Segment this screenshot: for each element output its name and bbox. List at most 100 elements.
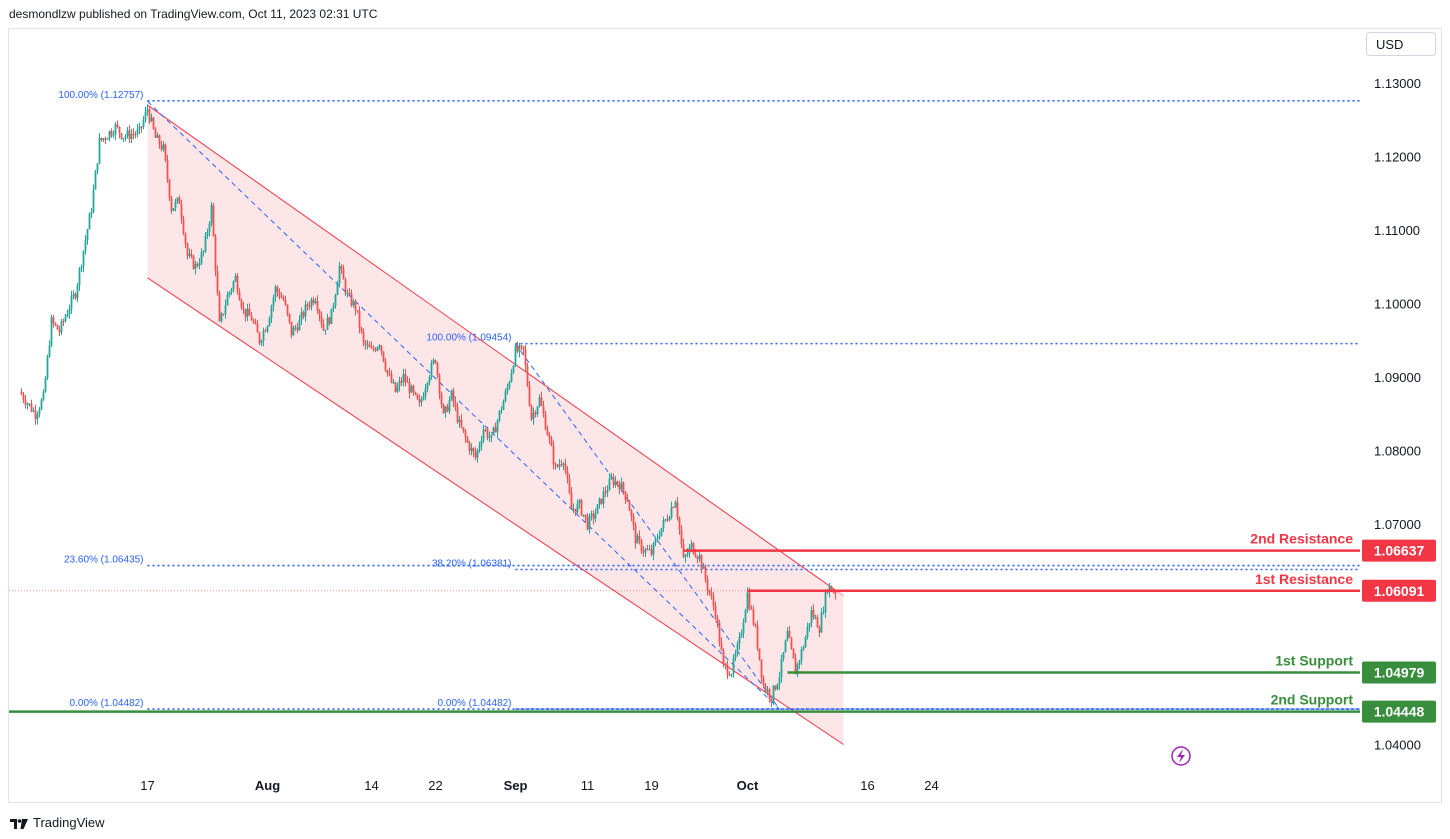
- candle-body: [392, 382, 395, 384]
- candle-body: [130, 134, 133, 140]
- candle-body: [86, 229, 89, 241]
- candle-body: [498, 410, 501, 421]
- candle-body: [312, 299, 315, 304]
- candle-body: [84, 240, 87, 251]
- candle-body: [302, 312, 305, 317]
- x-tick-label: 16: [860, 778, 874, 793]
- candle-body: [558, 464, 561, 467]
- candle-body: [270, 306, 273, 319]
- candle-body: [480, 440, 483, 446]
- x-tick-label: 17: [140, 778, 154, 793]
- candle-body: [482, 429, 485, 441]
- event-marker[interactable]: [1171, 746, 1191, 766]
- candle-body: [118, 126, 121, 134]
- candle-body: [196, 264, 199, 266]
- candle-body: [502, 401, 505, 410]
- candle-body: [300, 312, 303, 320]
- candle-body: [420, 399, 423, 403]
- candle-body: [24, 400, 27, 405]
- candle-body: [504, 391, 507, 402]
- price-badge-resistance: [1362, 539, 1436, 562]
- tradingview-logo-icon: [10, 817, 28, 829]
- candle-body: [538, 397, 541, 407]
- candle-body: [602, 491, 605, 504]
- candle-body: [684, 555, 687, 557]
- candle-body: [622, 482, 625, 492]
- level-label: 1st Resistance: [1255, 571, 1353, 587]
- y-tick-label: 1.08000: [1374, 444, 1421, 459]
- candle-body: [464, 430, 467, 438]
- candle-body: [736, 643, 739, 654]
- candle-body: [658, 535, 661, 539]
- candle-body: [226, 294, 229, 306]
- candle-body: [578, 500, 581, 504]
- candle-body: [158, 135, 161, 145]
- candle-body: [536, 406, 539, 415]
- candle-body: [398, 380, 401, 387]
- candle-body: [540, 397, 543, 406]
- candle-body: [692, 542, 695, 554]
- candle-body: [328, 317, 331, 324]
- candle-body: [262, 330, 265, 341]
- candle-body: [284, 299, 287, 305]
- currency-button[interactable]: USD: [1366, 32, 1436, 56]
- candle-body: [614, 481, 617, 485]
- x-tick-label: 22: [428, 778, 442, 793]
- candle-body: [670, 507, 673, 518]
- candle-body: [376, 347, 379, 351]
- candle-body: [60, 320, 63, 333]
- candle-body: [330, 308, 333, 324]
- fib-level-label-2: 23.60% (1.06435): [64, 555, 144, 566]
- y-tick-label: 1.09000: [1374, 370, 1421, 385]
- candle-body: [282, 297, 285, 300]
- candle-body: [726, 665, 729, 675]
- candle-body: [128, 130, 131, 140]
- candle-body: [250, 315, 253, 321]
- candle-body: [822, 612, 825, 614]
- fib-trendline-0: [147, 101, 780, 710]
- candle-body: [774, 685, 777, 690]
- x-tick-label: 19: [644, 778, 658, 793]
- candle-body: [292, 327, 295, 336]
- candle-body: [306, 304, 309, 306]
- candle-body: [444, 406, 447, 414]
- footer-brand[interactable]: TradingView: [10, 814, 105, 830]
- candle-body: [368, 344, 371, 348]
- candle-body: [164, 144, 167, 160]
- candle-body: [70, 296, 73, 309]
- candle-body: [644, 549, 647, 553]
- candle-body: [606, 490, 609, 493]
- candle-body: [746, 592, 749, 611]
- candle-body: [94, 170, 97, 190]
- candle-body: [752, 609, 755, 625]
- candle-body: [740, 633, 743, 637]
- candle-body: [686, 553, 689, 556]
- candle-body: [814, 617, 817, 619]
- candle-body: [470, 448, 473, 452]
- price-badge-text: 1.04979: [1374, 665, 1425, 681]
- candle-body: [272, 297, 275, 307]
- candle-body: [116, 124, 119, 127]
- candle-body: [106, 138, 109, 140]
- price-badge-text: 1.04448: [1374, 704, 1425, 720]
- footer-brand-label: TradingView: [33, 814, 105, 830]
- candle-body: [560, 464, 563, 466]
- candle-body: [32, 410, 35, 412]
- candle-body: [500, 409, 503, 411]
- candle-body: [168, 179, 171, 199]
- candle-body: [364, 341, 367, 346]
- candle-body: [634, 524, 637, 544]
- publish-info: desmondlzw published on TradingView.com,…: [9, 7, 378, 21]
- candles-layer: [20, 104, 837, 707]
- candle-body: [794, 658, 797, 675]
- candle-body: [508, 381, 511, 388]
- candle-body: [172, 208, 175, 211]
- candle-body: [410, 386, 413, 393]
- candle-body: [530, 405, 533, 420]
- candle-body: [764, 685, 767, 692]
- candle-body: [230, 289, 233, 292]
- candle-body: [806, 626, 809, 638]
- candle-body: [208, 223, 211, 232]
- candle-body: [810, 610, 813, 624]
